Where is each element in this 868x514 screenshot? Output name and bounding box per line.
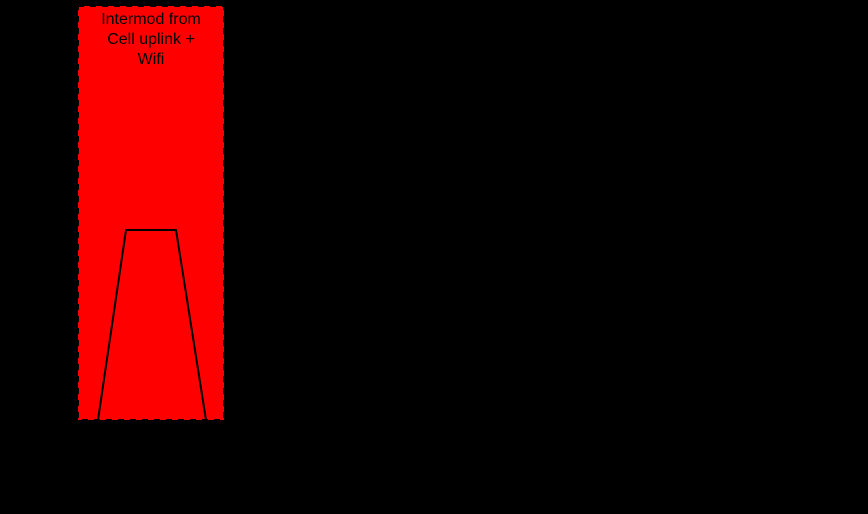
intermod-label-line2: Cell uplink + [107,31,195,48]
intermod-fill [78,6,224,420]
intermod-region [78,6,224,420]
intermod-label-line1: Intermod from [101,11,201,28]
intermod-label-line3: Wifi [138,51,165,68]
